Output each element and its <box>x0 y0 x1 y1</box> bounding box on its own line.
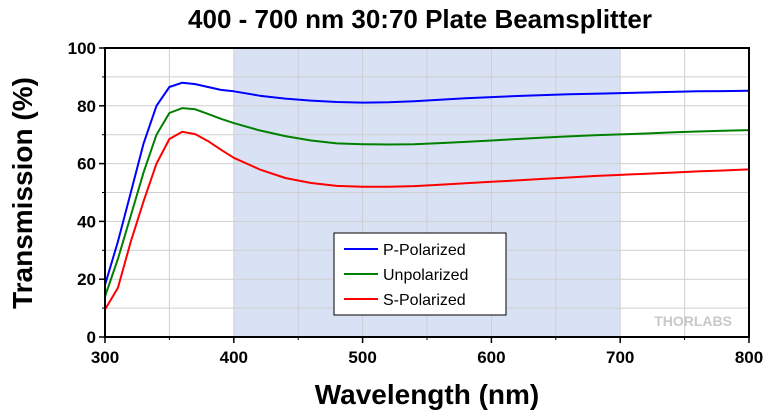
x-tick-label: 600 <box>477 348 505 367</box>
series-line-p-polarized <box>104 81 750 286</box>
y-axis-label: Transmission (%) <box>7 77 38 309</box>
chart-title: 400 - 700 nm 30:70 Plate Beamsplitter <box>188 4 652 34</box>
plot-area: THORLABS 300 400 500 600 700 800 0 20 40 60 80 100 P-… <box>68 39 764 367</box>
y-tick-label: 40 <box>77 212 96 231</box>
x-axis-label: Wavelength (nm) <box>315 379 540 410</box>
legend-label: P-Polarized <box>383 242 466 259</box>
legend-label: Unpolarized <box>383 267 468 284</box>
x-tick-label: 700 <box>606 348 634 367</box>
x-tick-label: 400 <box>220 348 248 367</box>
y-tick-label: 80 <box>77 97 96 116</box>
legend: P-Polarized Unpolarized S-Polarized <box>333 232 507 316</box>
y-tick-label: 20 <box>77 270 96 289</box>
series-line-s-polarized <box>104 130 750 311</box>
x-tick-label: 300 <box>91 348 119 367</box>
x-tick-label: 800 <box>735 348 763 367</box>
legend-label: S-Polarized <box>383 292 466 309</box>
y-tick-label: 100 <box>68 39 96 58</box>
x-tick-label: 500 <box>348 348 376 367</box>
series-line-unpolarized <box>104 107 750 297</box>
y-tick-label: 0 <box>87 328 96 347</box>
y-tick-label: 60 <box>77 155 96 174</box>
watermark-logo: THORLABS <box>654 313 732 329</box>
